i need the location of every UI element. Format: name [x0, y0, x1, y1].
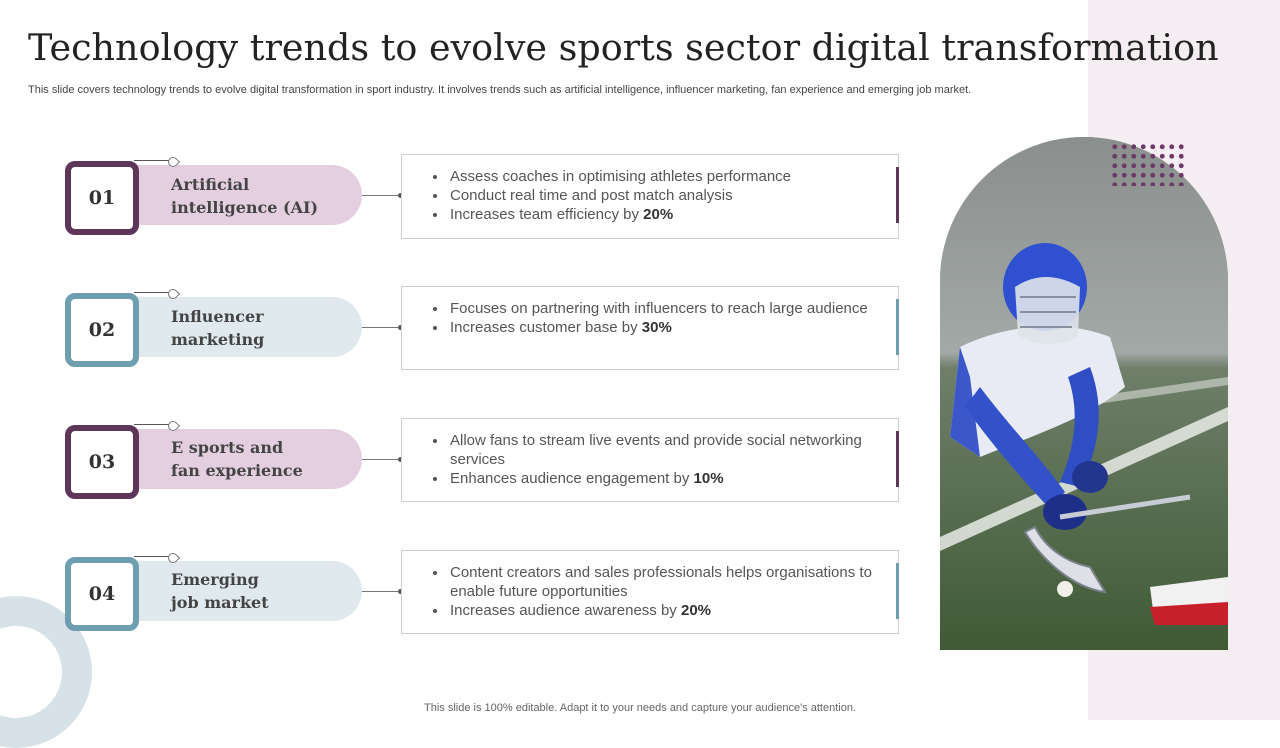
trend-number-box: 01: [65, 161, 139, 235]
trend-detail-card: Focuses on partnering with influencers t…: [401, 286, 899, 370]
trend-number: 04: [88, 583, 116, 605]
pin-line: [134, 292, 174, 293]
trend-label: Artificial intelligence (AI): [171, 175, 319, 217]
connector-line: [362, 195, 402, 196]
connector-dot: [398, 457, 403, 462]
pin-line: [134, 556, 174, 557]
connector-line: [362, 591, 402, 592]
bullet-list: Content creators and sales professionals…: [402, 551, 898, 620]
bullet-item: Increases audience awareness by 20%: [448, 601, 884, 620]
trend-label-pill: [120, 297, 362, 357]
bullet-item: Focuses on partnering with influencers t…: [448, 299, 884, 318]
pin-line: [134, 424, 174, 425]
bullet-item: Conduct real time and post match analysi…: [448, 186, 884, 205]
bullet-list: Allow fans to stream live events and pro…: [402, 419, 898, 488]
connector-dot: [398, 325, 403, 330]
trend-label: Emerging job market: [171, 570, 269, 612]
slide-subtitle: This slide covers technology trends to e…: [28, 84, 972, 96]
decorative-dot-grid: [1110, 142, 1186, 186]
trend-detail-card: Assess coaches in optimising athletes pe…: [401, 154, 899, 239]
bullet-item: Enhances audience engagement by 10%: [448, 469, 884, 488]
slide-title: Technology trends to evolve sports secto…: [28, 26, 1219, 69]
lacrosse-player-image: [940, 137, 1228, 650]
bullet-item: Assess coaches in optimising athletes pe…: [448, 167, 884, 186]
bullet-item: Increases customer base by 30%: [448, 318, 884, 337]
bullet-item: Increases team efficiency by 20%: [448, 205, 884, 224]
bullet-list: Assess coaches in optimising athletes pe…: [402, 155, 898, 224]
trend-number-box: 04: [65, 557, 139, 631]
connector-dot: [398, 589, 403, 594]
trend-label-pill: [120, 429, 362, 489]
connector-dot: [398, 193, 403, 198]
connector-line: [362, 327, 402, 328]
pin-line: [134, 160, 174, 161]
card-accent-bar: [896, 299, 899, 355]
card-accent-bar: [896, 167, 899, 223]
bullet-list: Focuses on partnering with influencers t…: [402, 287, 898, 337]
card-accent-bar: [896, 431, 899, 487]
bullet-item: Content creators and sales professionals…: [448, 563, 884, 601]
slide-footer: This slide is 100% editable. Adapt it to…: [424, 702, 856, 714]
card-accent-bar: [896, 563, 899, 619]
trend-detail-card: Allow fans to stream live events and pro…: [401, 418, 899, 502]
trend-detail-card: Content creators and sales professionals…: [401, 550, 899, 634]
trend-number: 01: [88, 187, 116, 209]
connector-line: [362, 459, 402, 460]
trend-number-box: 03: [65, 425, 139, 499]
bullet-item: Allow fans to stream live events and pro…: [448, 431, 884, 469]
trend-label: Influencer marketing: [171, 307, 265, 349]
trend-label-pill: [120, 561, 362, 621]
trend-number-box: 02: [65, 293, 139, 367]
trend-label-pill: [120, 165, 362, 225]
trend-number: 03: [88, 451, 116, 473]
trend-number: 02: [88, 319, 116, 341]
lacrosse-player-photo: [940, 137, 1228, 650]
trend-label: E sports and fan experience: [171, 438, 303, 480]
